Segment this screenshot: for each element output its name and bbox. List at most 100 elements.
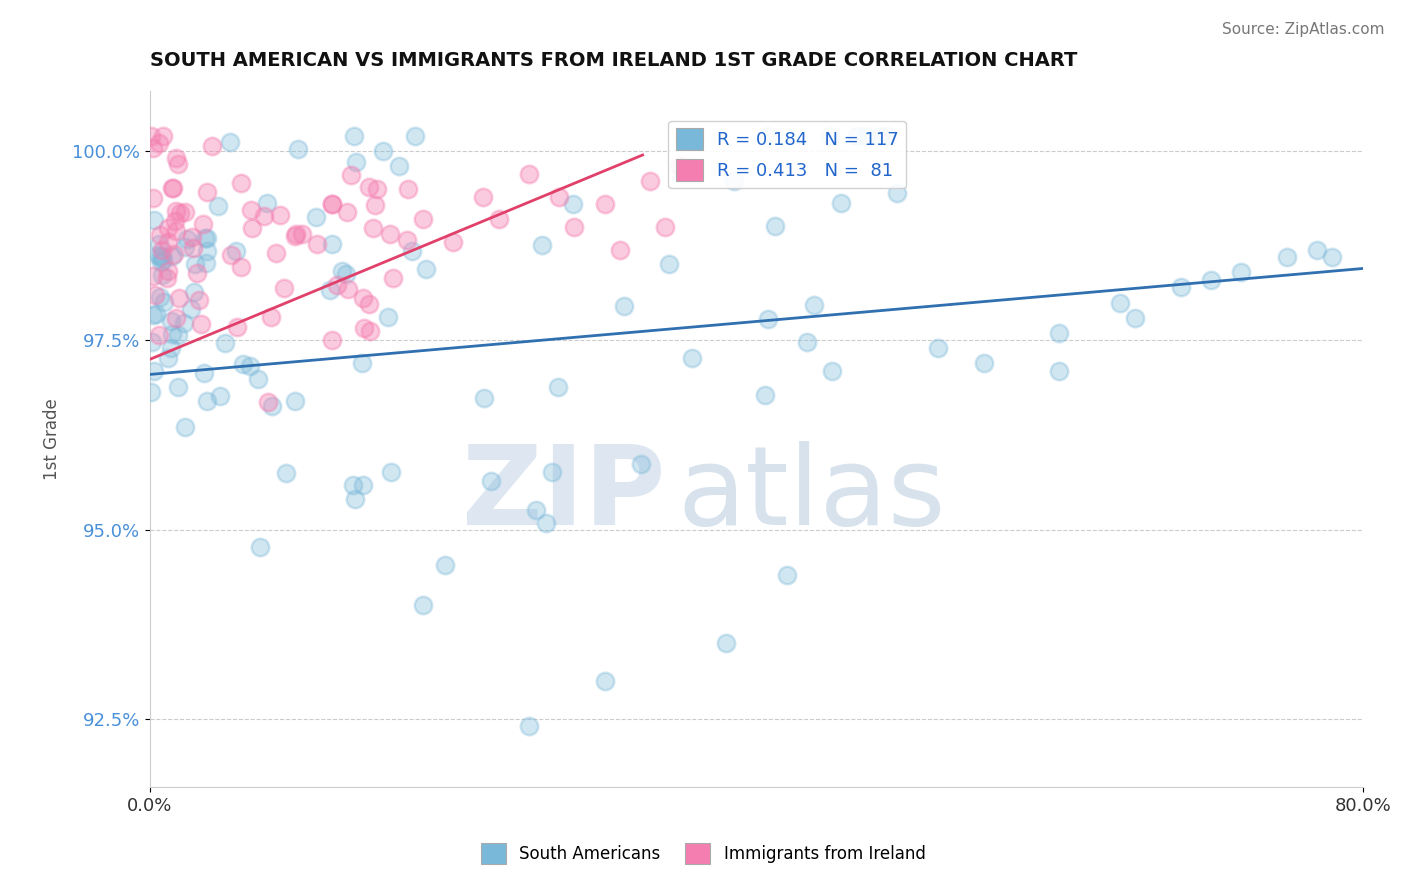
Point	[765, 219, 787, 233]
Point	[141, 384, 163, 399]
Point	[396, 182, 419, 196]
Point	[593, 673, 616, 688]
Point	[593, 197, 616, 211]
Point	[152, 252, 174, 267]
Point	[886, 186, 908, 201]
Point	[167, 291, 190, 305]
Legend: R = 0.184   N = 117, R = 0.413   N =  81: R = 0.184 N = 117, R = 0.413 N = 81	[668, 120, 905, 188]
Point	[361, 220, 384, 235]
Point	[547, 380, 569, 394]
Point	[609, 243, 631, 257]
Point	[193, 366, 215, 380]
Point	[152, 129, 174, 144]
Point	[165, 204, 187, 219]
Point	[183, 285, 205, 300]
Point	[357, 180, 380, 194]
Point	[1230, 265, 1253, 279]
Point	[756, 312, 779, 326]
Point	[377, 310, 399, 325]
Point	[366, 182, 388, 196]
Point	[381, 271, 404, 285]
Point	[218, 135, 240, 149]
Point	[658, 257, 681, 271]
Point	[441, 235, 464, 249]
Point	[1109, 295, 1132, 310]
Point	[167, 380, 190, 394]
Point	[613, 299, 636, 313]
Point	[232, 358, 254, 372]
Point	[160, 327, 183, 342]
Point	[163, 247, 186, 261]
Point	[174, 240, 197, 254]
Point	[754, 388, 776, 402]
Point	[342, 478, 364, 492]
Point	[176, 232, 198, 246]
Point	[488, 212, 510, 227]
Point	[1123, 310, 1146, 325]
Point	[247, 371, 270, 385]
Point	[526, 503, 548, 517]
Point	[157, 351, 180, 365]
Text: ZIP: ZIP	[463, 441, 665, 548]
Point	[273, 281, 295, 295]
Point	[380, 466, 402, 480]
Point	[796, 334, 818, 349]
Point	[531, 238, 554, 252]
Point	[359, 324, 381, 338]
Point	[145, 307, 167, 321]
Point	[148, 236, 170, 251]
Point	[150, 268, 173, 282]
Point	[166, 328, 188, 343]
Point	[225, 244, 247, 259]
Point	[1306, 243, 1329, 257]
Point	[330, 264, 353, 278]
Point	[141, 141, 163, 155]
Point	[159, 341, 181, 355]
Point	[141, 335, 163, 350]
Point	[229, 260, 252, 274]
Point	[321, 197, 343, 211]
Point	[472, 391, 495, 405]
Point	[195, 231, 218, 245]
Point	[160, 180, 183, 194]
Point	[352, 356, 374, 370]
Point	[142, 364, 165, 378]
Point	[173, 204, 195, 219]
Point	[208, 389, 231, 403]
Point	[150, 255, 173, 269]
Y-axis label: 1st Grade: 1st Grade	[44, 398, 60, 480]
Point	[240, 221, 263, 235]
Point	[343, 129, 366, 144]
Point	[274, 467, 297, 481]
Point	[325, 278, 347, 293]
Point	[371, 145, 394, 159]
Point	[654, 219, 676, 234]
Point	[180, 301, 202, 316]
Legend: South Americans, Immigrants from Ireland: South Americans, Immigrants from Ireland	[474, 837, 932, 871]
Point	[287, 142, 309, 156]
Point	[564, 219, 586, 234]
Point	[229, 176, 252, 190]
Point	[1199, 273, 1222, 287]
Point	[336, 204, 359, 219]
Point	[412, 599, 434, 613]
Point	[256, 196, 278, 211]
Point	[321, 333, 343, 347]
Point	[517, 167, 540, 181]
Point	[191, 217, 214, 231]
Point	[256, 395, 278, 409]
Point	[260, 399, 283, 413]
Point	[388, 159, 411, 173]
Point	[433, 558, 456, 572]
Point	[973, 356, 995, 370]
Point	[174, 419, 197, 434]
Point	[412, 212, 434, 227]
Point	[269, 208, 291, 222]
Point	[240, 202, 263, 217]
Point	[219, 248, 242, 262]
Point	[207, 199, 229, 213]
Point	[162, 181, 184, 195]
Point	[479, 475, 502, 489]
Point	[290, 227, 312, 242]
Point	[821, 364, 844, 378]
